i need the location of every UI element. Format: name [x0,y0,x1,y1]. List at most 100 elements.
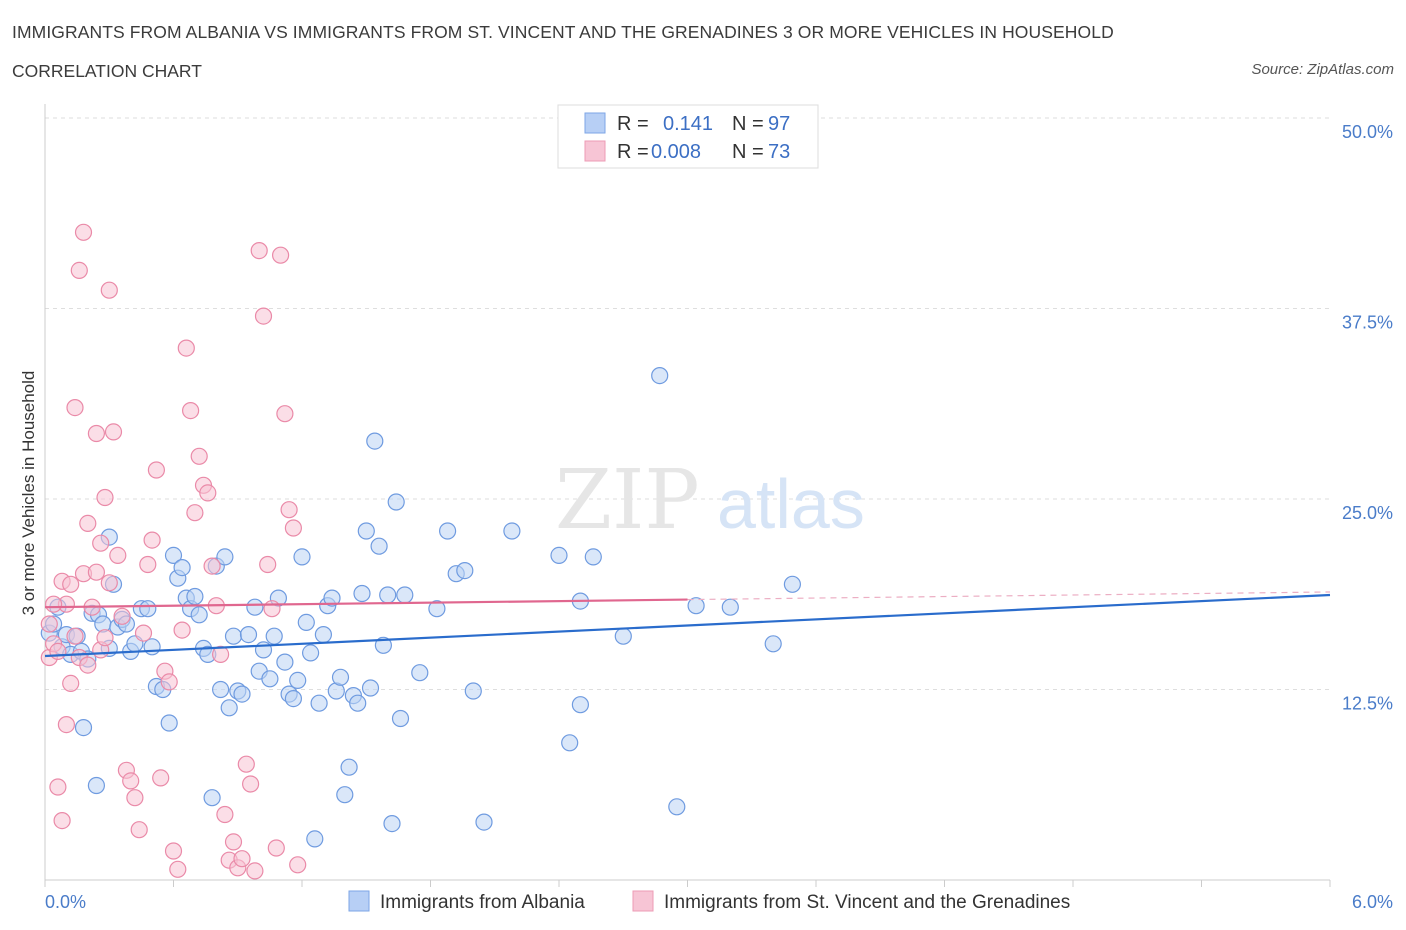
albania-point-87 [561,734,579,752]
stvincent-point-62 [70,261,88,279]
albania-point-68 [357,522,375,540]
stvincent-point-49 [250,242,268,260]
albania-point-63 [336,786,354,804]
stvincent-point-19 [122,772,140,790]
albania-point-77 [396,586,414,604]
stvincent-point-58 [289,856,307,874]
stvincent-point-21 [130,821,148,839]
albania-point-47 [265,627,283,645]
albania-point-56 [306,830,324,848]
albania-point-43 [246,598,264,616]
albania-point-86 [550,546,568,565]
stvincent-point-26 [152,769,170,787]
trend-extension-stvincent [687,591,1331,601]
albania-point-25 [164,546,183,565]
stvincent-point-69 [40,615,58,633]
stvincent-point-2 [49,642,67,661]
y-tick-labels: 12.5% 25.0% 37.5% 50.0% [1342,122,1393,714]
stvincent-point-48 [246,862,264,880]
albania-point-41 [233,685,251,703]
albania-point-70 [366,432,384,450]
albania-point-51 [284,689,302,708]
bottom-legend-label-albania: Immigrants from Albania [380,892,585,913]
axes [44,104,1331,887]
stvincent-point-37 [199,484,217,502]
stvincent-point-33 [182,402,200,420]
stvincent-point-72 [92,534,110,552]
albania-point-92 [651,367,669,385]
stvincent-point-32 [177,339,195,357]
albania-point-85 [503,522,521,540]
legend-n-label-1: N = [732,113,764,135]
stvincent-point-56 [280,501,298,519]
albania-point-42 [239,625,258,644]
stvincent-point-71 [100,574,118,592]
x-tick-label-max: 6.0% [1352,892,1393,912]
stvincent-point-68 [53,811,71,830]
y-tick-label-2: 37.5% [1342,313,1393,333]
albania-point-52 [289,671,307,690]
stvincent-point-15 [104,423,123,441]
stvincent-point-63 [74,223,93,241]
watermark-zip: ZIP [555,453,700,548]
legend-n-value-albania: 97 [768,113,790,135]
albania-point-38 [220,699,238,717]
stvincent-point-25 [147,461,165,479]
albania-point-58 [314,625,332,644]
albania-point-79 [428,600,446,618]
trend-line-stvincent [44,598,688,609]
albania-point-55 [302,644,320,662]
albania-point-73 [379,586,397,604]
stvincent-point-53 [267,839,285,857]
stvincent-point-47 [242,775,260,793]
albania-point-83 [464,682,482,700]
stvincent-point-28 [160,673,178,691]
albania-point-34 [203,789,221,807]
stvincent-point-5 [62,575,80,593]
trend-line-albania [44,593,1331,658]
legend-r-value-albania: 0.141 [663,113,713,135]
albania-point-62 [331,668,350,686]
albania-point-88 [571,696,590,714]
stvincent-point-14 [100,281,118,299]
stvincent-point-54 [272,246,290,264]
series-legend: Immigrants from Albania Immigrants from … [348,890,1070,913]
albania-point-74 [383,814,401,833]
chart-title: IMMIGRANTS FROM ALBANIA VS IMMIGRANTS FR… [12,22,1114,42]
stvincent-point-31 [173,621,191,639]
albania-point-82 [456,561,474,580]
stvincent-point-50 [254,307,273,325]
stvincent-point-38 [203,557,221,575]
chart-subtitle: CORRELATION CHART [12,61,202,81]
stvincent-point-35 [190,447,208,465]
stvincent-point-43 [224,833,243,851]
stvincent-point-13 [96,629,114,647]
stvincent-point-51 [259,555,277,574]
albania-point-53 [293,548,311,566]
x-tick-labels: 0.0% 6.0% [45,892,1393,912]
y-tick-label-0: 12.5% [1342,694,1393,714]
bottom-legend-swatch-albania [348,890,370,912]
albania-point-31 [190,606,208,624]
legend-r-label-1: R = [617,113,649,135]
y-tick-label-3: 50.0% [1342,122,1393,142]
stvincent-point-64 [79,656,97,674]
stvincent-point-16 [109,546,127,565]
y-tick-label-1: 25.0% [1342,503,1393,523]
stvincent-point-9 [79,514,97,533]
albania-point-21 [143,638,161,656]
albania-point-75 [387,493,405,511]
bottom-legend-label-stvincent: Immigrants from St. Vincent and the Gren… [664,892,1070,913]
stvincent-point-41 [216,805,234,824]
albania-point-76 [391,709,410,728]
stvincent-point-55 [276,405,294,423]
stvincent-point-65 [87,424,106,443]
stvincent-point-45 [233,850,251,868]
stvincent-point-23 [139,555,157,574]
albania-point-36 [212,680,230,699]
stvincent-point-34 [186,504,204,522]
albania-point-98 [87,776,106,795]
legend-swatch-stvincent [584,140,606,162]
albania-point-37 [216,548,234,566]
trend-lines [44,591,1331,658]
